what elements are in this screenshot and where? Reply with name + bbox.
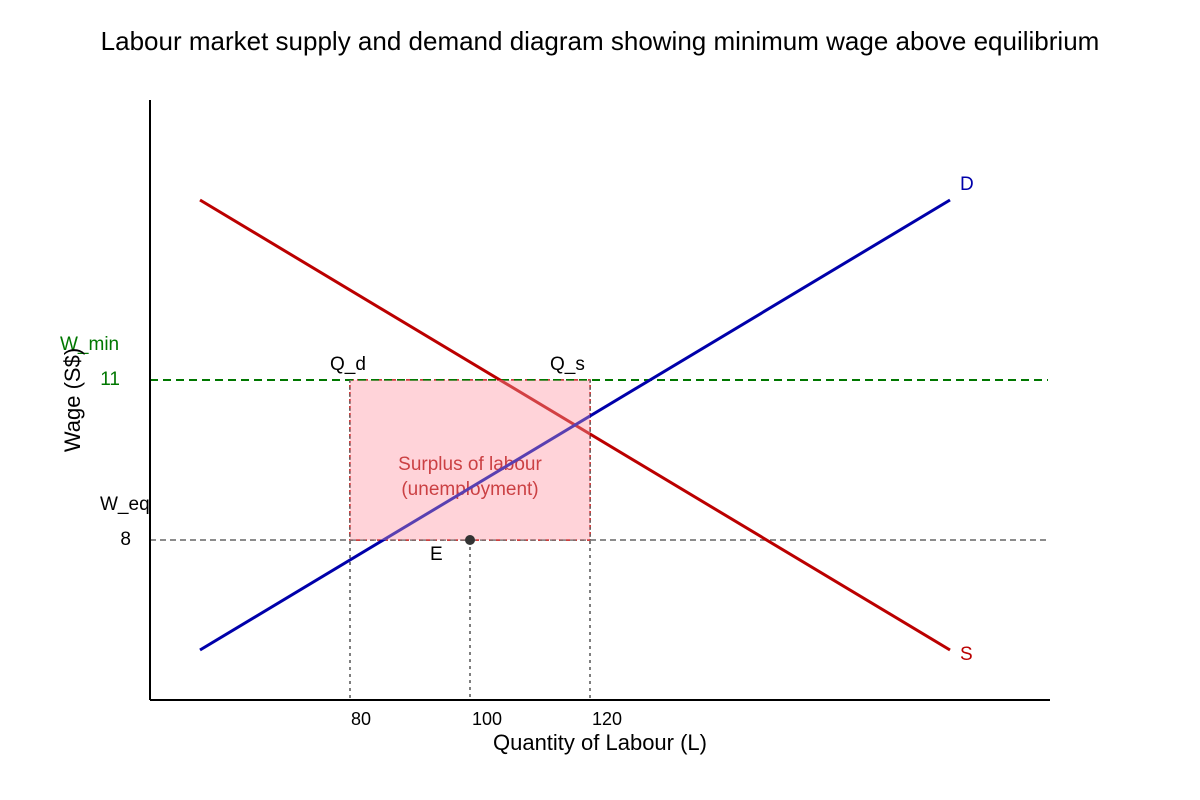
x-axis-title: Quantity of Labour (L) [493, 730, 707, 755]
qd-label: Q_d [330, 354, 366, 375]
equilibrium-wage-label: W_eq [100, 494, 150, 515]
equilibrium-label: E [430, 544, 443, 565]
y-tick-8: 8 [120, 529, 131, 550]
surplus-region [349, 379, 591, 541]
x-tick-80: 80 [351, 709, 371, 729]
eq-label-clip [151, 490, 181, 520]
minimum-wage-label: W_min [60, 334, 119, 355]
surplus-label-line1: Surplus of labour [398, 454, 542, 475]
surplus-overlay [350, 380, 590, 540]
x-tick-120: 120 [592, 709, 622, 729]
demand-curve [199, 198, 951, 652]
qs-label: Q_s [550, 354, 585, 375]
x-tick-100: 100 [472, 709, 502, 729]
supply-curve-label: S [960, 644, 973, 665]
y-tick-11: 11 [100, 369, 120, 390]
diagram-title: Labour market supply and demand diagram … [101, 26, 1100, 56]
equilibrium-point [465, 535, 475, 545]
y-axis-title: Wage (S$) [60, 348, 85, 452]
demand-curve-label: D [960, 174, 974, 195]
